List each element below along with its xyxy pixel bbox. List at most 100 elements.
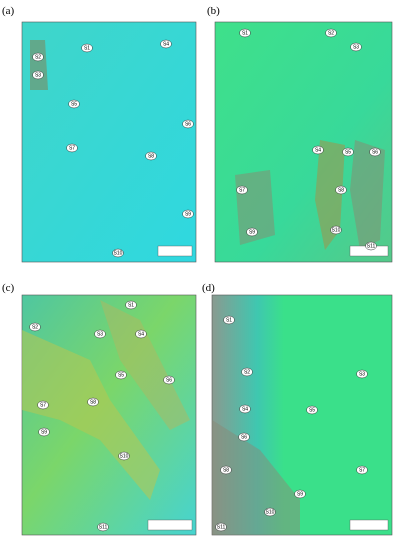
point-label: S7: [40, 402, 46, 408]
point-marker: [369, 147, 381, 157]
terrain: [350, 140, 385, 250]
point-marker: [215, 522, 227, 532]
point-label: S10: [120, 453, 129, 459]
point-label: S4: [138, 331, 144, 337]
point-label: S1: [128, 302, 134, 308]
point-marker: [32, 70, 44, 80]
legend-box: [157, 245, 193, 257]
point-marker: [32, 52, 44, 62]
point-marker: [68, 99, 80, 109]
point-label: S9: [41, 429, 47, 435]
panel-label: (b): [207, 5, 220, 17]
point-marker: [163, 375, 175, 385]
point-label: S5: [118, 372, 124, 378]
point-label: S6: [166, 377, 172, 383]
point-marker: [312, 145, 324, 155]
point-marker: [356, 369, 368, 379]
point-label: S11: [217, 524, 226, 530]
terrain: [315, 140, 345, 250]
maps: [21, 21, 393, 536]
point-label: S6: [372, 149, 378, 155]
point-label: S6: [185, 121, 191, 127]
point-marker: [330, 225, 342, 235]
point-marker: [97, 522, 109, 532]
terrain: [212, 420, 300, 535]
point-marker: [38, 427, 50, 437]
point-label: S2: [35, 54, 41, 60]
point-label: S2: [328, 30, 334, 36]
point-marker: [81, 43, 93, 53]
point-marker: [112, 248, 124, 258]
point-marker: [182, 209, 194, 219]
point-label: S2: [32, 324, 38, 330]
point-marker: [239, 28, 251, 38]
point-marker: [350, 42, 362, 52]
point-marker: [135, 329, 147, 339]
point-marker: [356, 465, 368, 475]
point-marker: [220, 465, 232, 475]
point-label: S5: [71, 101, 77, 107]
point-label: S2: [244, 369, 250, 375]
point-label: S9: [297, 491, 303, 497]
point-label: S5: [309, 407, 315, 413]
point-marker: [236, 185, 248, 195]
point-marker: [365, 241, 377, 251]
point-marker: [306, 405, 318, 415]
point-marker: [125, 300, 137, 310]
point-marker: [223, 315, 235, 325]
point-label: S11: [99, 524, 108, 530]
point-marker: [87, 397, 99, 407]
terrain: [30, 40, 48, 90]
point-label: S10: [114, 250, 123, 256]
legend-box: [147, 519, 193, 531]
point-marker: [294, 489, 306, 499]
point-marker: [66, 143, 78, 153]
point-marker: [241, 367, 253, 377]
point-label: S3: [353, 44, 359, 50]
point-label: S8: [148, 153, 154, 159]
point-marker: [37, 400, 49, 410]
point-label: S9: [185, 211, 191, 217]
point-marker: [335, 185, 347, 195]
point-label: S5: [345, 149, 351, 155]
point-marker: [264, 507, 276, 517]
point-label: S10: [332, 227, 341, 233]
point-label: S7: [69, 145, 75, 151]
point-marker: [246, 227, 258, 237]
point-label: S4: [163, 41, 169, 47]
point-marker: [118, 451, 130, 461]
point-marker: [239, 404, 251, 414]
point-label: S8: [90, 399, 96, 405]
point-label: S6: [241, 434, 247, 440]
panel-label: (d): [202, 282, 215, 294]
point-label: S1: [242, 30, 248, 36]
point-marker: [160, 39, 172, 49]
point-label: S3: [35, 72, 41, 78]
point-label: S8: [338, 187, 344, 193]
point-label: S4: [315, 147, 321, 153]
point-marker: [115, 370, 127, 380]
point-label: S7: [359, 467, 365, 473]
point-marker: [182, 119, 194, 129]
point-label: S7: [239, 187, 245, 193]
point-label: S11: [367, 243, 376, 249]
terrain: [100, 300, 190, 430]
point-marker: [29, 322, 41, 332]
point-label: S9: [249, 229, 255, 235]
point-label: S1: [84, 45, 90, 51]
legend-box: [349, 519, 389, 531]
panel-label: (a): [2, 5, 15, 17]
point-label: S3: [97, 331, 103, 337]
panel-label: (c): [2, 282, 15, 294]
point-label: S10: [266, 509, 275, 515]
point-label: S3: [359, 371, 365, 377]
point-marker: [145, 151, 157, 161]
point-label: S1: [226, 317, 232, 323]
point-marker: [94, 329, 106, 339]
map-a: [21, 21, 197, 263]
point-label: S4: [242, 406, 248, 412]
point-label: S8: [223, 467, 229, 473]
point-marker: [238, 432, 250, 442]
point-marker: [342, 147, 354, 157]
